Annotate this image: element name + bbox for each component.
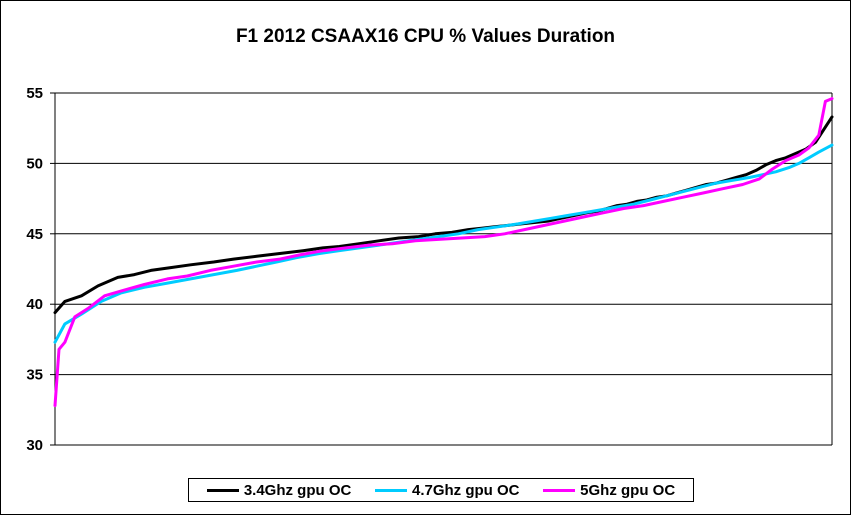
legend: 3.4Ghz gpu OC 4.7Ghz gpu OC 5Ghz gpu OC [188,478,694,502]
y-tick-label-55: 55 [26,85,43,102]
legend-item-4-7ghz: 4.7Ghz gpu OC [375,482,520,499]
legend-item-5ghz: 5Ghz gpu OC [543,482,675,499]
y-tick-label-35: 35 [26,367,43,384]
legend-item-3-4ghz: 3.4Ghz gpu OC [206,481,352,499]
series-line-4-7ghz-gpu-oc [53,143,834,344]
legend-label-4-7ghz: 4.7Ghz gpu OC [412,481,520,499]
y-tick-label-45: 45 [26,226,43,243]
axes [54,93,833,445]
series-line-3-4ghz-gpu-oc [53,115,834,315]
series-lines [53,97,834,408]
y-axis-ticks: 30 35 40 45 50 55 [26,85,55,454]
legend-label-5ghz: 5Ghz gpu OC [580,481,676,499]
legend-swatch-3-4ghz [206,488,239,492]
y-tick-label-50: 50 [26,155,43,172]
y-tick-label-30: 30 [26,437,43,454]
series-line-5ghz-gpu-oc [53,97,834,408]
gridlines [55,92,832,446]
y-tick-label-40: 40 [26,296,43,313]
legend-label-3-4ghz: 3.4Ghz gpu OC [243,481,352,499]
chart-title: F1 2012 CSAAX16 CPU % Values Duration [235,26,616,47]
legend-swatch-5ghz [543,488,576,492]
legend-swatch-4-7ghz [375,488,407,492]
